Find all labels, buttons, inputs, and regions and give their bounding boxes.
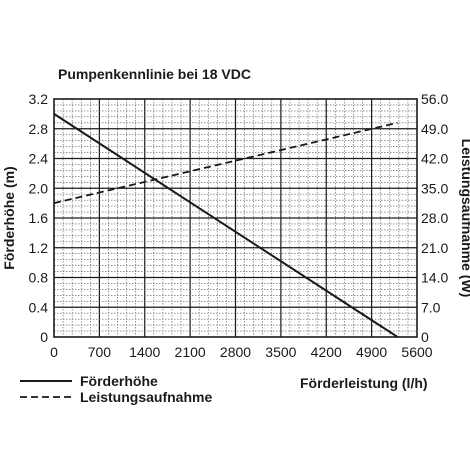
y2-tick-labels: 0 7.0 14.0 21.0 28.0 35.0 42.0 49.0 56.0 (421, 91, 448, 345)
y2-tick-label: 42.0 (421, 151, 448, 167)
y2-axis-label: Leistungsaufnahme (W) (459, 139, 470, 298)
y2-tick-label: 49.0 (421, 121, 448, 137)
y-axis-label: Förderhöhe (m) (1, 166, 17, 269)
x-tick-labels: 0 700 1400 2100 2800 3500 4200 4900 5600 (50, 344, 433, 360)
y2-tick-label: 35.0 (421, 180, 448, 196)
y2-tick-label: 21.0 (421, 240, 448, 256)
x-tick-label: 3500 (265, 344, 296, 360)
legend: Förderhöhe Leistungsaufnahme (20, 373, 212, 405)
series-line-foerderhoehe (53, 113, 399, 338)
y-tick-label: 2.0 (29, 180, 49, 196)
legend-label-leistungsaufnahme: Leistungsaufnahme (80, 389, 212, 405)
x-axis-label: Förderleistung (l/h) (300, 375, 428, 391)
y2-tick-label: 0 (421, 329, 429, 345)
series-line-leistungsaufnahme (53, 121, 398, 204)
x-tick-label: 0 (50, 344, 58, 360)
grid (54, 99, 417, 337)
y-tick-label: 0.4 (29, 299, 49, 315)
y-tick-labels: 0 0.4 0.8 1.2 1.6 2.0 2.4 2.8 3.2 (29, 91, 49, 345)
x-tick-label: 4200 (311, 344, 342, 360)
y-tick-label: 2.4 (29, 151, 49, 167)
y2-tick-label: 14.0 (421, 270, 448, 286)
y-tick-label: 1.2 (29, 240, 49, 256)
x-tick-label: 2800 (220, 344, 251, 360)
legend-label-foerderhoehe: Förderhöhe (80, 373, 158, 389)
y-tick-label: 1.6 (29, 210, 49, 226)
x-tick-label: 4900 (356, 344, 387, 360)
chart-title: Pumpenkennlinie bei 18 VDC (58, 66, 251, 82)
series-layer (53, 113, 399, 338)
plot-frame (53, 98, 418, 338)
y-tick-label: 2.8 (29, 121, 49, 137)
x-tick-label: 700 (88, 344, 112, 360)
x-tick-label: 5600 (401, 344, 432, 360)
x-tick-label: 2100 (175, 344, 206, 360)
y2-tick-label: 56.0 (421, 91, 448, 107)
y-tick-label: 3.2 (29, 91, 49, 107)
y2-tick-label: 28.0 (421, 210, 448, 226)
y-tick-label: 0.8 (29, 270, 49, 286)
y-tick-label: 0 (40, 329, 48, 345)
y2-tick-label: 7.0 (421, 299, 441, 315)
x-tick-label: 1400 (129, 344, 160, 360)
